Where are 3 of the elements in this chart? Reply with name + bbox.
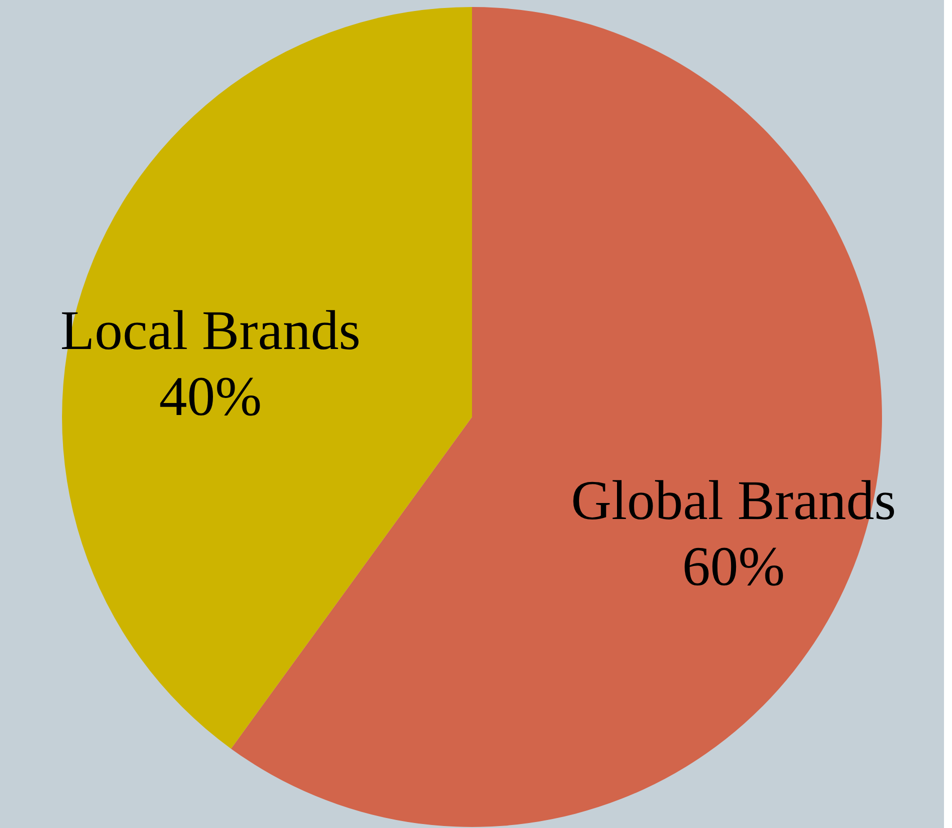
data-label: 40%	[159, 366, 262, 428]
pie-slice	[62, 7, 472, 749]
data-label: 60%	[682, 536, 785, 598]
